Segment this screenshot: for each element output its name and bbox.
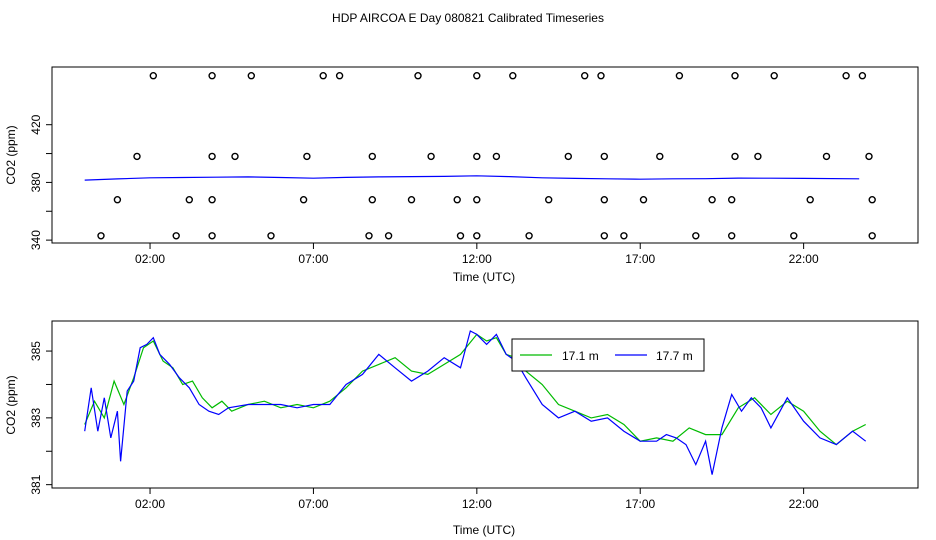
series-line-17-7-m bbox=[84, 175, 860, 181]
calibration-point bbox=[172, 232, 180, 240]
calibration-point bbox=[656, 152, 664, 161]
calibration-point bbox=[113, 195, 122, 204]
calibration-point bbox=[368, 195, 376, 204]
calibration-point bbox=[231, 152, 239, 161]
series-line-17-7-m bbox=[84, 330, 867, 475]
legend-label-17-7m: 17.7 m bbox=[656, 349, 693, 363]
calibration-point bbox=[858, 71, 867, 80]
calibration-point bbox=[97, 232, 105, 240]
calibration-point bbox=[492, 152, 501, 161]
calibration-point bbox=[865, 152, 873, 161]
calibration-point bbox=[639, 195, 648, 204]
legend-label-17-1m: 17.1 m bbox=[562, 349, 599, 363]
y-tick-label: 385 bbox=[29, 341, 43, 361]
x-tick-label: 02:00 bbox=[135, 252, 165, 266]
calibration-point bbox=[303, 152, 311, 161]
calibration-point bbox=[600, 232, 608, 240]
calibration-point bbox=[247, 71, 256, 80]
calibration-point bbox=[473, 195, 481, 204]
calibration-point bbox=[806, 195, 814, 204]
calibration-point bbox=[414, 71, 422, 80]
calibration-point bbox=[675, 71, 684, 80]
calibration-point bbox=[525, 232, 533, 240]
x-tick-label: 07:00 bbox=[298, 252, 328, 266]
page-title: HDP AIRCOA E Day 080821 Calibrated Times… bbox=[332, 11, 604, 25]
calibration-point bbox=[728, 232, 736, 240]
calibration-point bbox=[453, 195, 461, 204]
calibration-point bbox=[208, 152, 216, 161]
calibration-point bbox=[692, 232, 700, 240]
calibration-point bbox=[620, 232, 628, 240]
calibration-point bbox=[299, 195, 308, 204]
series-line-17-1-m bbox=[84, 333, 866, 446]
y-tick-label: 340 bbox=[29, 230, 43, 250]
top-y-axis-label: CO2 (ppm) bbox=[4, 125, 18, 184]
calibration-point bbox=[754, 152, 762, 161]
calibration-point bbox=[208, 232, 216, 240]
x-tick-label: 17:00 bbox=[625, 497, 655, 511]
x-tick-label: 17:00 bbox=[625, 252, 655, 266]
panel-top: 02:00 07:00 12:00 17:00 22:00 340 380 420 Time … bbox=[4, 66, 919, 284]
top-x-axis-label: Time (UTC) bbox=[453, 270, 515, 284]
calibration-point bbox=[133, 152, 141, 161]
calibration-point bbox=[600, 195, 608, 204]
calibration-point bbox=[728, 195, 736, 204]
calibration-point bbox=[868, 232, 876, 240]
calibration-point bbox=[208, 71, 216, 80]
calibration-point bbox=[473, 152, 481, 161]
bottom-x-axis-label: Time (UTC) bbox=[453, 523, 515, 537]
plot-frame-bottom bbox=[51, 320, 919, 489]
calibration-point bbox=[509, 71, 517, 80]
calibration-point bbox=[842, 71, 850, 80]
y-tick-label: 420 bbox=[29, 114, 43, 134]
top-series-layer bbox=[84, 71, 876, 240]
calibration-point bbox=[319, 71, 327, 80]
calibration-point bbox=[581, 71, 589, 80]
bottom-axes: 02:00 07:00 12:00 17:00 22:00 381 383 385 bbox=[29, 341, 819, 511]
bottom-series-layer bbox=[84, 330, 867, 475]
calibration-point bbox=[868, 195, 876, 204]
calibration-point bbox=[731, 71, 739, 80]
x-tick-label: 12:00 bbox=[462, 252, 492, 266]
calibration-point bbox=[822, 152, 831, 161]
x-tick-label: 22:00 bbox=[789, 252, 819, 266]
calibration-point bbox=[770, 71, 778, 80]
y-tick-label: 381 bbox=[29, 474, 43, 494]
calibration-point bbox=[335, 71, 344, 80]
calibration-point bbox=[473, 232, 481, 240]
calibration-point bbox=[473, 71, 481, 80]
plot-frame-top bbox=[51, 66, 919, 244]
calibration-point bbox=[708, 195, 716, 204]
calibration-point bbox=[267, 232, 275, 240]
calibration-point bbox=[597, 71, 605, 80]
calibration-point bbox=[600, 152, 608, 161]
x-tick-label: 07:00 bbox=[298, 497, 328, 511]
calibration-point bbox=[545, 195, 553, 204]
panel-bottom: 02:00 07:00 12:00 17:00 22:00 381 383 385 Time … bbox=[4, 320, 919, 537]
calibration-point bbox=[427, 152, 435, 161]
calibration-point bbox=[185, 195, 194, 204]
calibration-point bbox=[731, 152, 739, 161]
calibration-point bbox=[368, 152, 376, 161]
calibration-point bbox=[407, 195, 416, 204]
calibration-point bbox=[365, 232, 373, 240]
calibration-point bbox=[456, 232, 465, 240]
y-tick-label: 380 bbox=[29, 172, 43, 192]
y-tick-label: 383 bbox=[29, 408, 43, 428]
bottom-y-axis-label: CO2 (ppm) bbox=[4, 375, 18, 434]
legend: 17.1 m 17.7 m bbox=[511, 338, 705, 372]
calibration-point bbox=[790, 232, 798, 240]
calibration-point bbox=[208, 195, 216, 204]
calibration-point bbox=[564, 152, 572, 161]
calibration-point bbox=[149, 71, 158, 80]
calibration-point bbox=[384, 232, 393, 240]
x-tick-label: 22:00 bbox=[789, 497, 819, 511]
top-axes: 02:00 07:00 12:00 17:00 22:00 340 380 420 bbox=[29, 114, 819, 266]
x-tick-label: 12:00 bbox=[462, 497, 492, 511]
x-tick-label: 02:00 bbox=[135, 497, 165, 511]
